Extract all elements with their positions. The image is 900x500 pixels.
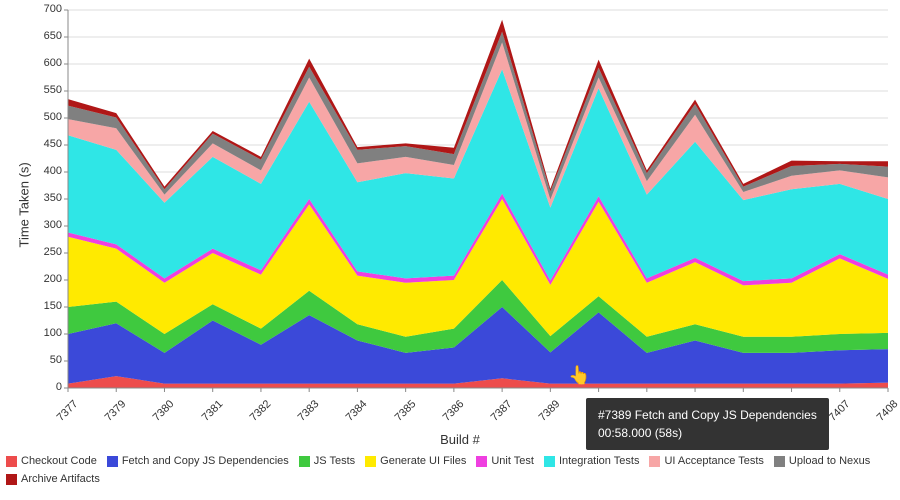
build-time-chart: Time Taken (s) 0501001502002503003504004…	[0, 0, 900, 500]
x-axis-label: Build #	[420, 432, 500, 447]
x-tick-label: 7389	[526, 398, 563, 435]
legend-label: Fetch and Copy JS Dependencies	[122, 455, 289, 467]
legend-item[interactable]: Integration Tests	[544, 455, 640, 467]
x-tick-label: 7386	[430, 398, 467, 435]
legend-item[interactable]: Archive Artifacts	[6, 473, 100, 485]
legend-label: JS Tests	[314, 455, 355, 467]
legend-label: Integration Tests	[559, 455, 640, 467]
x-tick-label: 7379	[92, 398, 129, 435]
legend-swatch-icon	[299, 456, 310, 467]
legend-label: Upload to Nexus	[789, 455, 870, 467]
x-tick-label: 7381	[188, 398, 225, 435]
x-tick-label: 7382	[237, 398, 274, 435]
tooltip-line2: 00:58.000 (58s)	[598, 424, 817, 442]
legend-item[interactable]: JS Tests	[299, 455, 355, 467]
legend-item[interactable]: Fetch and Copy JS Dependencies	[107, 455, 289, 467]
tooltip-line1: #7389 Fetch and Copy JS Dependencies	[598, 406, 817, 424]
x-tick-label: 7383	[285, 398, 322, 435]
x-tick-label: 7385	[381, 398, 418, 435]
legend-swatch-icon	[476, 456, 487, 467]
legend-swatch-icon	[365, 456, 376, 467]
legend-item[interactable]: UI Acceptance Tests	[649, 455, 763, 467]
legend-swatch-icon	[544, 456, 555, 467]
legend-swatch-icon	[649, 456, 660, 467]
legend-label: UI Acceptance Tests	[664, 455, 763, 467]
legend-swatch-icon	[6, 474, 17, 485]
legend-item[interactable]: Upload to Nexus	[774, 455, 870, 467]
legend-swatch-icon	[107, 456, 118, 467]
plot-area[interactable]	[0, 0, 900, 398]
legend-swatch-icon	[774, 456, 785, 467]
x-tick-label: 7380	[140, 398, 177, 435]
legend-item[interactable]: Unit Test	[476, 455, 534, 467]
x-tick-label: 7377	[44, 398, 81, 435]
chart-tooltip: #7389 Fetch and Copy JS Dependencies 00:…	[586, 398, 829, 450]
legend-label: Archive Artifacts	[21, 473, 100, 485]
legend-item[interactable]: Checkout Code	[6, 455, 97, 467]
x-tick-label: 7387	[478, 398, 515, 435]
legend-label: Checkout Code	[21, 455, 97, 467]
x-tick-label: 7384	[333, 398, 370, 435]
legend-label: Generate UI Files	[380, 455, 466, 467]
legend-label: Unit Test	[491, 455, 534, 467]
x-tick-label: 7408	[864, 398, 900, 435]
legend-swatch-icon	[6, 456, 17, 467]
legend-item[interactable]: Generate UI Files	[365, 455, 466, 467]
chart-legend: Checkout Code Fetch and Copy JS Dependenc…	[6, 455, 894, 485]
